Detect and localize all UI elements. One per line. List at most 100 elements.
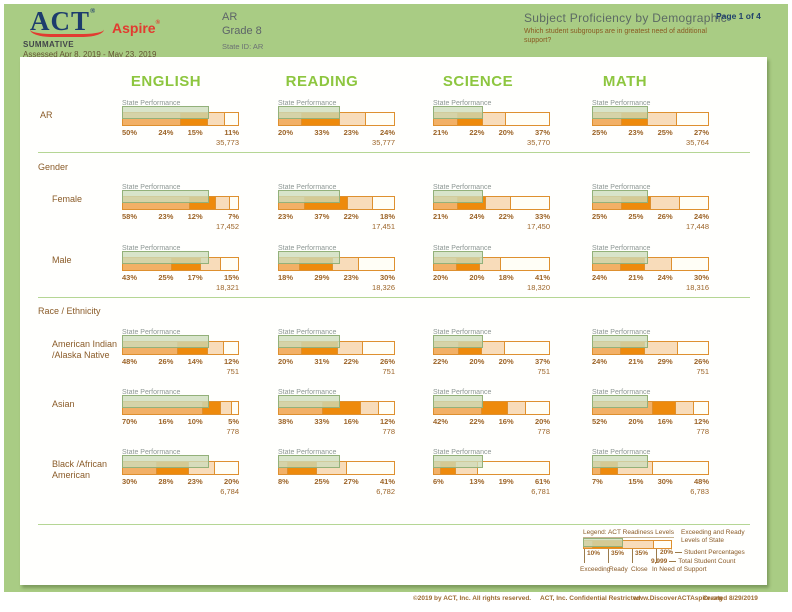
bar-segment-close	[208, 113, 226, 125]
student-count: 751	[696, 367, 709, 376]
readiness-bar-state-overlay	[592, 106, 649, 119]
state-performance-label: State Performance	[433, 184, 492, 191]
percent-label: 18%	[278, 273, 294, 282]
percent-label: 12%	[223, 357, 239, 366]
readiness-bar	[592, 196, 709, 210]
percent-label: 23%	[343, 273, 359, 282]
bar-segment-close	[623, 541, 654, 548]
bar-segment-in-need-of-support	[680, 197, 708, 209]
percent-label: 11%	[224, 128, 239, 137]
percent-label: 6%	[433, 477, 444, 486]
readiness-bar-state-overlay	[278, 335, 340, 348]
readiness-bar-state-overlay	[592, 395, 649, 408]
percent-label: 27%	[343, 477, 359, 486]
subject-header-english: ENGLISH	[130, 73, 202, 90]
student-count: 751	[226, 367, 239, 376]
percent-labels: 21% 22% 20% 37%	[433, 128, 550, 137]
percent-labels: 58% 23% 12% 7%	[122, 212, 239, 221]
bar-segment-in-need-of-support	[477, 462, 549, 474]
percent-label: 15%	[223, 273, 239, 282]
percent-labels: 25% 23% 25% 27%	[592, 128, 709, 137]
percent-label: 23%	[187, 477, 203, 486]
subject-header-math: MATH	[602, 73, 648, 90]
percent-label: 33%	[314, 417, 330, 426]
student-count: 778	[696, 427, 709, 436]
row-label-black-african-american: Black /African American	[52, 459, 108, 481]
bar-segment-close	[208, 342, 225, 354]
legend-total-student-count-label: Total Student Count	[678, 558, 736, 565]
student-count: 35,764	[686, 138, 709, 147]
legend-level-in-need-of-support: In Need of Support	[652, 566, 707, 573]
bar-segment-in-need-of-support	[225, 113, 238, 125]
student-count: 35,773	[216, 138, 239, 147]
legend-level-close: Close	[631, 566, 648, 573]
percent-label: 8%	[278, 477, 289, 486]
percent-label: 12%	[379, 417, 395, 426]
aspire-logo-text: Aspire	[112, 20, 156, 36]
legend-student-percentages-label: Student Percentages	[684, 549, 745, 556]
bar-segment-close	[650, 197, 681, 209]
bar-segment-close	[216, 197, 230, 209]
state-performance-label: State Performance	[592, 245, 651, 252]
readiness-bar-state-overlay	[122, 335, 209, 348]
percent-label: 70%	[122, 417, 138, 426]
percent-label: 25%	[592, 212, 608, 221]
section-heading-gender: Gender	[38, 162, 69, 172]
percent-labels: 25% 25% 26% 24%	[592, 212, 709, 221]
percent-label: 30%	[122, 477, 138, 486]
bar-segment-in-need-of-support	[379, 402, 394, 414]
bar-segment-close	[644, 342, 679, 354]
bar-segment-close	[347, 197, 374, 209]
percent-label: 22%	[343, 357, 359, 366]
legend-student-percentages: 20% Student Percentages	[660, 549, 745, 556]
readiness-bar-state-overlay	[122, 395, 209, 408]
percent-labels: 30% 28% 23% 20%	[122, 477, 239, 486]
bar-segment-close	[482, 342, 506, 354]
student-count: 778	[382, 427, 395, 436]
percent-label: 48%	[693, 477, 709, 486]
percent-label: 12%	[187, 212, 203, 221]
percent-label: 20%	[628, 417, 644, 426]
percent-labels: 6% 13% 19% 61%	[433, 477, 550, 486]
percent-label: 15%	[187, 128, 203, 137]
percent-label: 58%	[122, 212, 138, 221]
state-performance-label: State Performance	[278, 184, 337, 191]
bar-segment-in-need-of-support	[653, 541, 671, 548]
percent-labels: 48% 26% 14% 12%	[122, 357, 239, 366]
student-count: 18,326	[372, 283, 395, 292]
bar-segment-ready	[652, 402, 676, 414]
percent-label: 15%	[628, 477, 644, 486]
bar-segment-in-need-of-support	[224, 342, 238, 354]
state-performance-label: State Performance	[433, 449, 492, 456]
percent-labels: 38% 33% 16% 12%	[278, 417, 395, 426]
act-registered-mark: ®	[90, 7, 97, 15]
bar-segment-in-need-of-support	[373, 197, 394, 209]
bar-segment-close	[220, 402, 233, 414]
readiness-bar-state-overlay	[433, 335, 484, 348]
aspire-logo: Aspire®	[112, 20, 160, 36]
state-performance-label: State Performance	[278, 100, 337, 107]
percent-label: 16%	[498, 417, 514, 426]
report-subtitle: Which student subgroups are in greatest …	[524, 28, 707, 44]
percent-label: 20%	[469, 273, 485, 282]
percent-label: 20%	[278, 128, 294, 137]
bar-segment-in-need-of-support	[672, 258, 708, 270]
percent-label: 33%	[534, 212, 550, 221]
student-count: 778	[226, 427, 239, 436]
student-count: 18,316	[686, 283, 709, 292]
readiness-bar-state-overlay	[122, 106, 209, 119]
state-performance-label: State Performance	[122, 184, 181, 191]
state-id-label: State ID: AR	[222, 42, 264, 51]
state-performance-label: State Performance	[592, 184, 651, 191]
percent-label: 24%	[693, 212, 709, 221]
percent-label: 26%	[657, 212, 673, 221]
percent-label: 18%	[379, 212, 395, 221]
legend-connector-line	[675, 551, 683, 553]
legend-tick-line	[656, 549, 657, 563]
section-divider	[38, 297, 750, 298]
percent-labels: 8% 25% 27% 41%	[278, 477, 395, 486]
act-swoosh-icon	[30, 22, 104, 37]
readiness-bar-state-overlay	[122, 251, 209, 264]
percent-label: 26%	[379, 357, 395, 366]
student-count: 17,452	[216, 222, 239, 231]
